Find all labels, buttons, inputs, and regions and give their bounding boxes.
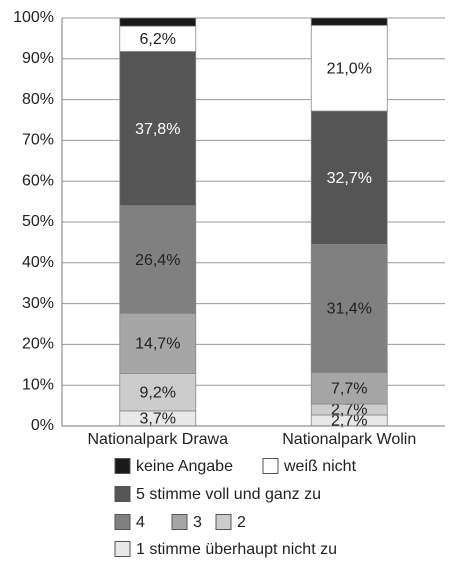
data-label: 32,7% xyxy=(327,170,372,187)
legend-label: keine Angabe xyxy=(136,458,233,475)
data-label: 21,0% xyxy=(327,60,372,77)
y-tick-label: 10% xyxy=(22,376,54,393)
y-tick-label: 70% xyxy=(22,132,54,149)
legend-label: 1 stimme überhaupt nicht zu xyxy=(136,541,337,558)
data-label: 6,2% xyxy=(140,31,176,48)
data-label: 14,7% xyxy=(135,336,180,353)
bar-segment xyxy=(310,372,388,405)
y-tick-label: 40% xyxy=(22,254,54,271)
y-tick-label: 50% xyxy=(22,213,54,230)
data-label: 37,8% xyxy=(135,121,180,138)
data-label: 31,4% xyxy=(327,301,372,318)
bar-segment xyxy=(310,244,388,373)
data-label: 2,7% xyxy=(331,402,367,419)
y-tick-label: 60% xyxy=(22,172,54,189)
legend-swatch xyxy=(114,458,131,474)
bar-segment xyxy=(119,51,197,207)
bar-segment xyxy=(119,205,197,314)
legend-label: 2 xyxy=(237,514,246,531)
legend-label: 4 xyxy=(136,514,145,531)
bar-segment xyxy=(119,312,197,374)
y-tick-label: 30% xyxy=(22,295,54,312)
legend-swatch xyxy=(114,541,131,557)
legend-swatch xyxy=(114,486,131,502)
legend-swatch xyxy=(215,514,232,530)
bar-segment xyxy=(119,25,197,52)
y-tick-label: 0% xyxy=(31,417,54,434)
data-label: 3,7% xyxy=(140,411,176,428)
legend-label: 5 stimme voll und ganz zu xyxy=(136,486,321,503)
data-label: 7,7% xyxy=(331,380,367,397)
data-label: 9,2% xyxy=(140,384,176,401)
y-tick-label: 90% xyxy=(22,50,54,67)
y-tick-label: 80% xyxy=(22,91,54,108)
legend-swatch xyxy=(171,514,188,530)
bar-segment xyxy=(310,17,388,26)
legend-swatch xyxy=(262,458,279,474)
y-tick-label: 20% xyxy=(22,336,54,353)
bar-segment xyxy=(310,110,388,245)
bar-segment xyxy=(119,372,197,412)
legend-label: weiß nicht xyxy=(283,458,357,475)
y-tick-label: 100% xyxy=(13,9,54,26)
x-tick-label: Nationalpark Wolin xyxy=(282,431,416,448)
data-label: 26,4% xyxy=(135,252,180,269)
legend-swatch xyxy=(114,514,131,530)
x-tick-label: Nationalpark Drawa xyxy=(87,431,228,448)
bar-segment xyxy=(119,17,197,27)
data-label: 2,7% xyxy=(331,413,367,430)
legend-label: 3 xyxy=(193,514,202,531)
